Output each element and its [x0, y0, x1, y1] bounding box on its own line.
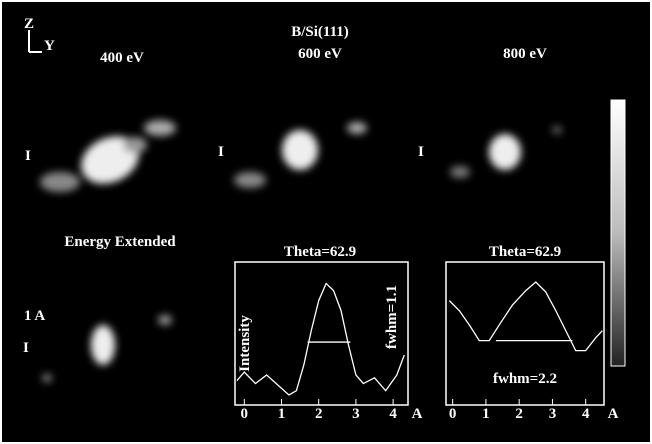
x-tick-label: 4 [389, 406, 397, 422]
x-tick-label: 2 [515, 406, 523, 422]
marker: I [25, 148, 31, 164]
x-tick-label: 4 [582, 406, 590, 422]
x-tick-label: 0 [241, 406, 249, 422]
marker: I [218, 144, 224, 160]
annotation: fwhm=2.2 [493, 371, 557, 387]
plot-title: Theta=62.9 [489, 244, 561, 260]
x-tick-label: 3 [352, 406, 360, 422]
x-tick-label: 1 [482, 406, 490, 422]
marker: I [418, 144, 424, 160]
energy: 600 eV [298, 46, 342, 62]
axis-z: Z [24, 16, 34, 32]
energy: 800 eV [503, 46, 547, 62]
colorbar [611, 100, 625, 366]
x-tick-label: 1 [278, 406, 286, 422]
x-unit: A [412, 406, 423, 422]
figure: Z Y B/Si(111) 400 eV 600 eV 800 eV I I I… [0, 0, 652, 444]
scale-label: 1 A [24, 308, 45, 324]
scale-marker: I [23, 340, 29, 356]
x-unit: A [608, 406, 619, 422]
y-label: Intensity [237, 315, 253, 372]
x-tick-label: 2 [315, 406, 323, 422]
annotation: fwhm=1.1 [384, 285, 400, 349]
extended-label: Energy Extended [64, 234, 176, 250]
title: B/Si(111) [291, 24, 349, 40]
plot-title: Theta=62.9 [284, 244, 356, 260]
energy: 400 eV [100, 50, 144, 66]
x-tick-label: 0 [449, 406, 457, 422]
axis-y: Y [44, 38, 55, 54]
x-tick-label: 3 [549, 406, 557, 422]
